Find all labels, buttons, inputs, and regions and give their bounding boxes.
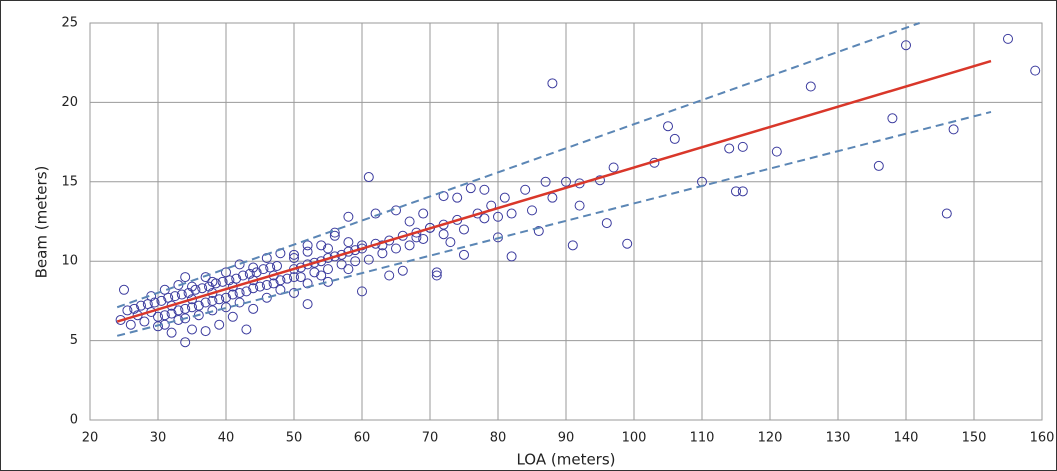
y-tick-label: 5	[70, 333, 78, 348]
x-tick-label: 20	[82, 431, 99, 446]
x-tick-label: 40	[218, 431, 235, 446]
x-tick-label: 90	[558, 431, 575, 446]
x-tick-label: 130	[826, 431, 851, 446]
x-tick-label: 70	[422, 431, 439, 446]
x-tick-label: 120	[758, 431, 783, 446]
y-tick-label: 25	[61, 16, 78, 31]
x-axis-title: LOA (meters)	[516, 451, 615, 469]
x-tick-label: 50	[286, 431, 303, 446]
x-tick-label: 140	[894, 431, 919, 446]
y-tick-label: 20	[61, 95, 78, 110]
x-tick-label: 100	[622, 431, 647, 446]
x-tick-label: 30	[150, 431, 167, 446]
x-tick-label: 80	[490, 431, 507, 446]
chart: LOA (meters) Beam (meters) 0 5 10 15 20 25 20 3…	[0, 0, 1057, 471]
y-axis-title: Beam (meters)	[33, 166, 51, 279]
x-tick-label: 150	[962, 431, 987, 446]
y-tick-label: 15	[61, 174, 78, 189]
x-tick-label: 60	[354, 431, 371, 446]
y-tick-label: 0	[70, 413, 78, 428]
x-tick-label: 110	[690, 431, 715, 446]
x-tick-label: 160	[1030, 431, 1055, 446]
y-tick-label: 10	[61, 254, 78, 269]
